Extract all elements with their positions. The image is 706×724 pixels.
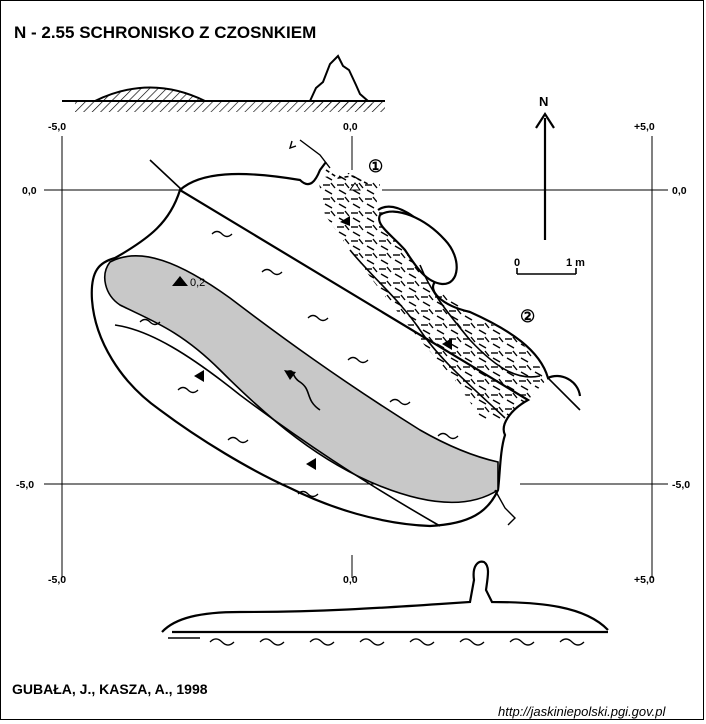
grid-label-bottom-center: 0,0 — [343, 574, 358, 586]
grid-label-left-upper: 0,0 — [22, 185, 37, 197]
height-marker-label: 0,2 — [190, 277, 205, 289]
grid-axes — [44, 136, 668, 578]
grid-label-right-lower: -5,0 — [672, 479, 690, 491]
grid-label-top-center: 0,0 — [343, 121, 358, 133]
grid-label-bottom-left: -5,0 — [48, 574, 66, 586]
height-marker-icon — [172, 276, 188, 286]
author-credit: GUBAŁA, J., KASZA, A., 1998 — [12, 681, 208, 697]
grid-label-left-lower: -5,0 — [16, 479, 34, 491]
entrance-marker — [349, 182, 361, 191]
map-title: N - 2.55 SCHRONISKO Z CZOSNKIEM — [14, 23, 316, 42]
scale-start-label: 0 — [514, 257, 520, 269]
entrance-label-2: ② — [520, 307, 535, 326]
source-url: http://jaskiniepolski.pgi.gov.pl — [498, 704, 667, 719]
north-label: N — [539, 94, 548, 109]
north-arrow-icon — [535, 111, 555, 240]
survey-marker — [306, 458, 316, 470]
grid-label-top-left: -5,0 — [48, 121, 66, 133]
lower-cross-section — [161, 560, 609, 646]
sediment-symbols — [139, 230, 459, 498]
water-channel — [104, 255, 499, 504]
upper-cross-section — [62, 54, 385, 112]
survey-marker — [442, 338, 452, 350]
scale-bar — [516, 268, 577, 275]
survey-marker — [340, 216, 350, 226]
rock-pillar — [378, 210, 458, 286]
cave-plan: 0,2 ① ② — [90, 139, 582, 528]
rubble-zone — [318, 172, 548, 420]
grid-label-right-upper: 0,0 — [672, 185, 687, 197]
grid-label-bottom-right: +5,0 — [634, 574, 655, 586]
grid-label-top-right: +5,0 — [634, 121, 655, 133]
survey-marker — [194, 370, 204, 382]
entrance-label-1: ① — [368, 157, 383, 176]
scale-end-label: 1 m — [566, 257, 585, 269]
